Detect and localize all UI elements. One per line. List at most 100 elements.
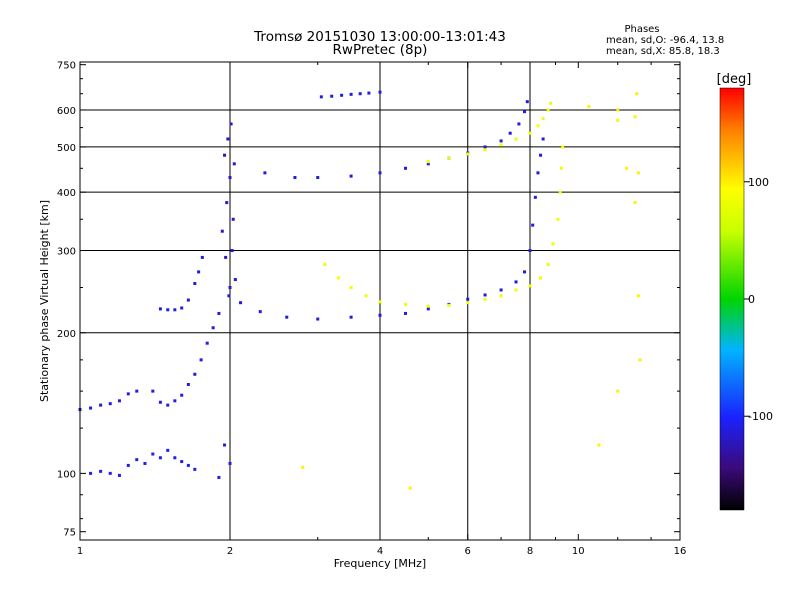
data-point xyxy=(197,270,201,274)
data-point xyxy=(556,217,560,221)
data-point xyxy=(258,310,262,314)
data-point xyxy=(180,306,184,310)
data-point xyxy=(220,229,224,233)
data-point xyxy=(447,156,451,160)
data-point xyxy=(378,300,382,304)
data-point xyxy=(228,286,232,290)
data-point xyxy=(108,402,112,406)
data-point xyxy=(514,288,518,292)
data-point xyxy=(135,458,139,462)
data-point xyxy=(426,304,430,308)
data-point xyxy=(173,308,177,312)
data-point xyxy=(151,452,155,456)
x-tick-label: 16 xyxy=(674,546,687,557)
y-tick-label: 75 xyxy=(63,528,76,539)
data-point xyxy=(533,195,537,199)
data-point xyxy=(633,201,637,205)
y-tick-label: 500 xyxy=(57,143,76,154)
data-point xyxy=(447,303,451,307)
stats-heading: Phases xyxy=(624,24,659,35)
data-point xyxy=(559,166,563,170)
x-tick-label: 1 xyxy=(77,546,83,557)
data-point xyxy=(193,372,197,376)
data-point xyxy=(323,263,327,267)
data-point xyxy=(549,101,553,105)
data-point xyxy=(117,473,121,477)
data-point xyxy=(225,201,229,205)
data-point xyxy=(426,160,430,164)
data-point xyxy=(126,392,130,396)
y-tick-label: 100 xyxy=(57,469,76,480)
colorbar-tick-label: 0 xyxy=(748,293,755,306)
data-point xyxy=(483,297,487,301)
data-point xyxy=(483,293,487,297)
data-point xyxy=(625,166,629,170)
data-point xyxy=(523,270,527,274)
data-point xyxy=(186,382,190,386)
data-point xyxy=(636,171,640,175)
data-point xyxy=(635,92,639,96)
data-point xyxy=(232,162,236,166)
y-axis-label: Stationary phase Virtual Height [km] xyxy=(38,200,51,402)
colorbar-label: [deg] xyxy=(717,72,752,87)
chart-title-line1: Tromsø 20151030 13:00:00-13:01:43 xyxy=(253,29,506,45)
data-point xyxy=(558,190,562,194)
data-point xyxy=(403,311,407,315)
data-point xyxy=(358,92,362,96)
data-point xyxy=(173,456,177,460)
colorbar-tick-label: 100 xyxy=(748,176,769,189)
data-point xyxy=(638,358,642,362)
data-point xyxy=(336,276,340,280)
data-point xyxy=(217,311,221,315)
data-point xyxy=(229,122,233,126)
data-point xyxy=(466,297,470,301)
data-point xyxy=(546,108,550,112)
data-point xyxy=(426,307,430,311)
data-point xyxy=(263,171,267,175)
data-point xyxy=(528,249,532,253)
data-point xyxy=(89,406,93,410)
data-point xyxy=(301,465,305,469)
data-point xyxy=(126,463,130,467)
data-point xyxy=(364,294,368,298)
y-tick-label: 750 xyxy=(57,61,76,72)
data-point xyxy=(597,443,601,447)
data-point xyxy=(523,110,527,114)
data-point xyxy=(633,115,637,119)
data-point xyxy=(403,302,407,306)
data-point xyxy=(378,171,382,175)
colorbar-ticks: 100 0 -100 xyxy=(744,176,773,423)
data-point xyxy=(211,326,215,330)
data-point xyxy=(223,443,227,447)
data-point xyxy=(173,399,177,403)
stats-o-mode: mean, sd,O: -96.4, 13.8 xyxy=(606,35,724,46)
data-point xyxy=(528,284,532,288)
data-point xyxy=(230,249,234,253)
data-point xyxy=(536,124,540,128)
data-point xyxy=(293,176,297,180)
data-point xyxy=(186,463,190,467)
data-point xyxy=(200,255,204,259)
data-point xyxy=(528,131,532,135)
data-point xyxy=(285,315,289,319)
data-point xyxy=(483,145,487,149)
data-point xyxy=(193,282,197,286)
data-point xyxy=(117,399,121,403)
data-point xyxy=(536,171,540,175)
data-point xyxy=(508,131,512,135)
data-point xyxy=(541,117,545,121)
data-point xyxy=(616,118,620,122)
data-point xyxy=(349,286,353,290)
data-point xyxy=(233,278,237,282)
data-point xyxy=(546,263,550,267)
data-point xyxy=(217,475,221,479)
x-tick-label: 10 xyxy=(572,546,585,557)
data-point xyxy=(158,400,162,404)
data-point xyxy=(514,280,518,284)
data-point xyxy=(143,461,147,465)
data-point xyxy=(349,92,353,96)
data-point xyxy=(483,148,487,152)
x-tick-label: 4 xyxy=(377,546,383,557)
data-point xyxy=(349,174,353,178)
data-point xyxy=(514,137,518,141)
